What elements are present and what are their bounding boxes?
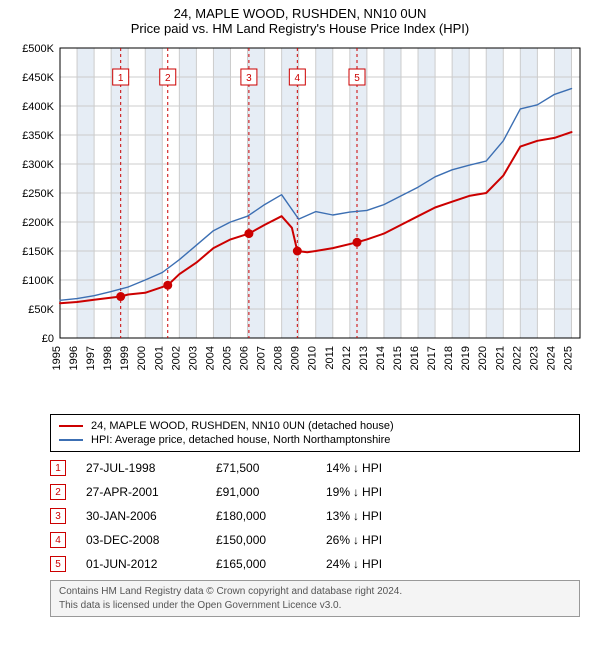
svg-text:2022: 2022 [511, 346, 523, 370]
svg-text:£500K: £500K [22, 43, 54, 55]
svg-text:£300K: £300K [22, 159, 54, 171]
title-block: 24, MAPLE WOOD, RUSHDEN, NN10 0UN Price … [0, 0, 600, 38]
svg-text:2021: 2021 [494, 346, 506, 370]
tx-price: £165,000 [216, 557, 306, 571]
tx-price: £180,000 [216, 509, 306, 523]
svg-text:2019: 2019 [460, 346, 472, 370]
svg-text:2023: 2023 [528, 346, 540, 370]
legend-row-hpi: HPI: Average price, detached house, Nort… [59, 433, 571, 447]
tx-marker: 1 [50, 460, 66, 476]
svg-text:2012: 2012 [341, 346, 353, 370]
svg-text:2017: 2017 [426, 346, 438, 370]
svg-text:£200K: £200K [22, 217, 54, 229]
svg-text:2005: 2005 [221, 346, 233, 370]
tx-row: 4 03-DEC-2008 £150,000 26% ↓ HPI [50, 528, 580, 552]
footer-line2: This data is licensed under the Open Gov… [59, 599, 571, 613]
svg-text:1997: 1997 [85, 346, 97, 370]
footer-license: Contains HM Land Registry data © Crown c… [50, 580, 580, 617]
tx-date: 27-APR-2001 [86, 485, 196, 499]
svg-text:2016: 2016 [409, 346, 421, 370]
svg-text:2025: 2025 [562, 346, 574, 370]
svg-text:£100K: £100K [22, 275, 54, 287]
arrow-down-icon: ↓ [353, 557, 359, 571]
tx-date: 03-DEC-2008 [86, 533, 196, 547]
transactions-table: 1 27-JUL-1998 £71,500 14% ↓ HPI 2 27-APR-2001… [50, 456, 580, 576]
svg-text:1998: 1998 [102, 346, 114, 370]
svg-text:2015: 2015 [392, 346, 404, 370]
svg-text:£350K: £350K [22, 130, 54, 142]
legend-row-property: 24, MAPLE WOOD, RUSHDEN, NN10 0UN (detac… [59, 419, 571, 433]
tx-row: 1 27-JUL-1998 £71,500 14% ↓ HPI [50, 456, 580, 480]
tx-marker: 3 [50, 508, 66, 524]
legend-swatch-property [59, 425, 83, 427]
tx-row: 3 30-JAN-2006 £180,000 13% ↓ HPI [50, 504, 580, 528]
tx-delta: 24% ↓ HPI [326, 557, 416, 571]
svg-text:£0: £0 [42, 333, 54, 345]
svg-text:1995: 1995 [51, 346, 63, 370]
arrow-down-icon: ↓ [353, 485, 359, 499]
chart-area: £0 £50K £100K £150K £200K £250K £300K £350K £400… [10, 38, 590, 408]
svg-text:3: 3 [246, 73, 252, 84]
arrow-down-icon: ↓ [353, 533, 359, 547]
svg-text:2004: 2004 [204, 346, 216, 370]
tx-date: 01-JUN-2012 [86, 557, 196, 571]
svg-text:4: 4 [295, 73, 301, 84]
title-subtitle: Price paid vs. HM Land Registry's House … [0, 21, 600, 36]
svg-text:2024: 2024 [545, 346, 557, 370]
svg-text:£400K: £400K [22, 101, 54, 113]
svg-text:£450K: £450K [22, 72, 54, 84]
svg-text:1996: 1996 [68, 346, 80, 370]
svg-text:2008: 2008 [273, 346, 285, 370]
svg-text:2: 2 [165, 73, 171, 84]
svg-text:£250K: £250K [22, 188, 54, 200]
svg-text:2018: 2018 [443, 346, 455, 370]
arrow-down-icon: ↓ [353, 509, 359, 523]
legend: 24, MAPLE WOOD, RUSHDEN, NN10 0UN (detac… [50, 414, 580, 452]
tx-delta: 26% ↓ HPI [326, 533, 416, 547]
tx-marker: 4 [50, 532, 66, 548]
legend-label-hpi: HPI: Average price, detached house, Nort… [91, 434, 390, 446]
svg-text:2002: 2002 [170, 346, 182, 370]
tx-price: £71,500 [216, 461, 306, 475]
title-address: 24, MAPLE WOOD, RUSHDEN, NN10 0UN [0, 6, 600, 21]
tx-marker: 2 [50, 484, 66, 500]
svg-text:2011: 2011 [324, 346, 336, 370]
tx-price: £150,000 [216, 533, 306, 547]
legend-label-property: 24, MAPLE WOOD, RUSHDEN, NN10 0UN (detac… [91, 420, 394, 432]
svg-text:£150K: £150K [22, 246, 54, 258]
tx-date: 27-JUL-1998 [86, 461, 196, 475]
svg-text:2009: 2009 [290, 346, 302, 370]
tx-delta: 19% ↓ HPI [326, 485, 416, 499]
svg-text:2013: 2013 [358, 346, 370, 370]
tx-row: 5 01-JUN-2012 £165,000 24% ↓ HPI [50, 552, 580, 576]
chart-container: 24, MAPLE WOOD, RUSHDEN, NN10 0UN Price … [0, 0, 600, 617]
svg-text:1: 1 [118, 73, 124, 84]
tx-marker: 5 [50, 556, 66, 572]
svg-text:2000: 2000 [136, 346, 148, 370]
chart-svg: £0 £50K £100K £150K £200K £250K £300K £350K £400… [10, 38, 590, 408]
svg-text:2007: 2007 [256, 346, 268, 370]
tx-price: £91,000 [216, 485, 306, 499]
svg-text:2014: 2014 [375, 346, 387, 370]
legend-swatch-hpi [59, 439, 83, 441]
svg-text:2001: 2001 [153, 346, 165, 370]
tx-date: 30-JAN-2006 [86, 509, 196, 523]
footer-line1: Contains HM Land Registry data © Crown c… [59, 585, 571, 599]
svg-text:2010: 2010 [307, 346, 319, 370]
svg-text:£50K: £50K [28, 304, 54, 316]
tx-delta: 13% ↓ HPI [326, 509, 416, 523]
svg-text:1999: 1999 [119, 346, 131, 370]
svg-text:5: 5 [354, 73, 360, 84]
svg-text:2020: 2020 [477, 346, 489, 370]
tx-delta: 14% ↓ HPI [326, 461, 416, 475]
svg-text:2003: 2003 [187, 346, 199, 370]
svg-text:2006: 2006 [239, 346, 251, 370]
arrow-down-icon: ↓ [353, 461, 359, 475]
tx-row: 2 27-APR-2001 £91,000 19% ↓ HPI [50, 480, 580, 504]
